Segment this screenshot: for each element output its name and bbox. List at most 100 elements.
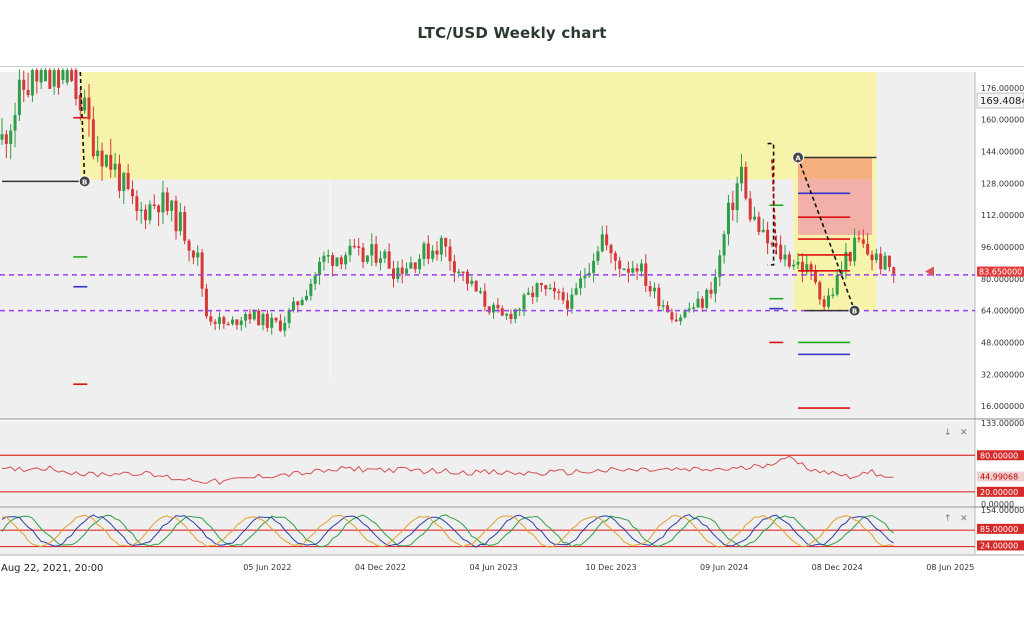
candle-body [700,298,704,308]
pattern-leg [771,159,778,255]
price-tick-label: 96.000000 [981,243,1024,252]
supply-zone-left [80,72,877,180]
candle-body [592,260,596,273]
candle-body [544,285,548,290]
candle-body [305,295,308,301]
candle-body [413,262,417,270]
collapse-arrow-icon[interactable]: ↓ [944,428,952,438]
candle-body [122,172,126,192]
candle-body [291,301,295,311]
rsi-current-label: 44.99068 [980,473,1018,482]
candle-body [265,313,269,328]
candle-body [270,317,274,328]
candle-body [892,267,896,274]
candle-body [252,310,256,320]
close-icon[interactable]: ✕ [960,514,968,524]
candle-body [239,320,243,326]
candle-body [479,291,482,293]
candle-body [500,308,504,316]
pattern-point-marker [78,175,91,188]
candle-body [879,253,883,270]
candle-body [679,317,683,322]
candle-body [9,130,13,144]
candle-body [296,301,300,305]
candle-body [113,163,117,170]
candle-body [178,212,182,232]
candle-body [61,70,65,81]
close-icon[interactable]: ✕ [960,428,968,438]
candle-body [761,229,765,233]
candle-body [748,198,752,220]
date-tick-label: 04 Dec 2022 [355,563,406,572]
candle-body [78,94,82,111]
candle-body [874,253,878,261]
candle-body [861,239,865,244]
candle-body [48,70,52,89]
candle-body [4,134,8,144]
candle-body [744,166,748,199]
candle-body [218,317,221,324]
candle-body [487,306,491,313]
candle-body [600,234,604,252]
candle-body [726,202,730,235]
candle-body [91,119,95,157]
price-tick-label: 144.000000 [981,148,1024,157]
candle-body [883,255,887,270]
candle-body [696,298,700,308]
stoch-current-box [977,540,1024,551]
candle-body [309,283,313,296]
candle-body [622,268,626,271]
date-tick-label: 08 Dec 2024 [812,563,863,572]
candle-body [183,212,187,241]
take-profit-red [798,179,872,236]
date-tick-label: 10 Dec 2023 [585,563,636,572]
pattern-point-marker [848,304,861,317]
candle-body [470,280,474,284]
rsi-tick-label: 133.00000 [981,419,1024,428]
candle-body [452,261,456,273]
candle-body [370,244,374,256]
rsi-level-label: 20.00000 [980,488,1018,497]
candle-body [318,261,322,276]
price-tick-label: 160.000000 [981,116,1024,125]
candle-body [548,287,552,290]
current-price-box [976,92,1024,109]
candle-body [170,200,174,212]
candle-body [326,255,330,257]
candle-body [131,189,134,197]
candle-body [200,252,204,289]
candle-body [152,204,156,206]
candle-body [509,313,513,319]
candle-body [222,317,226,324]
candle-body [787,254,791,267]
candle-body [740,166,743,184]
candle-body [161,192,165,213]
candle-body [670,312,674,320]
price-tick-label: 176.000000 [981,84,1024,93]
date-tick-label: 05 Jun 2022 [243,563,291,572]
candle-body [844,251,848,270]
candle-body [448,246,452,262]
rsi-level-label: 80.00000 [980,451,1018,460]
candle-body [661,305,665,307]
candle-body [526,292,530,295]
candle-body [561,292,565,301]
candle-body [165,192,169,212]
rsi-current-box [977,471,1024,482]
trading-chart[interactable]: B A B 176.000000 160.000000 144.000000 128.00… [0,66,1024,586]
candle-body [396,267,400,279]
candle-body [365,255,369,262]
candle-body [426,243,430,259]
candle-body [674,319,678,322]
candle-body [213,321,217,324]
candle-body [805,264,809,273]
expand-arrow-icon[interactable]: ↑ [944,514,952,524]
candle-body [735,183,739,211]
candle-body [657,287,661,307]
rsi-level-box [977,450,1024,461]
marker-price-box [977,266,1024,277]
candle-body [313,275,317,284]
candle-body [579,278,583,289]
candle-body [257,310,261,326]
candle-body [822,299,826,307]
